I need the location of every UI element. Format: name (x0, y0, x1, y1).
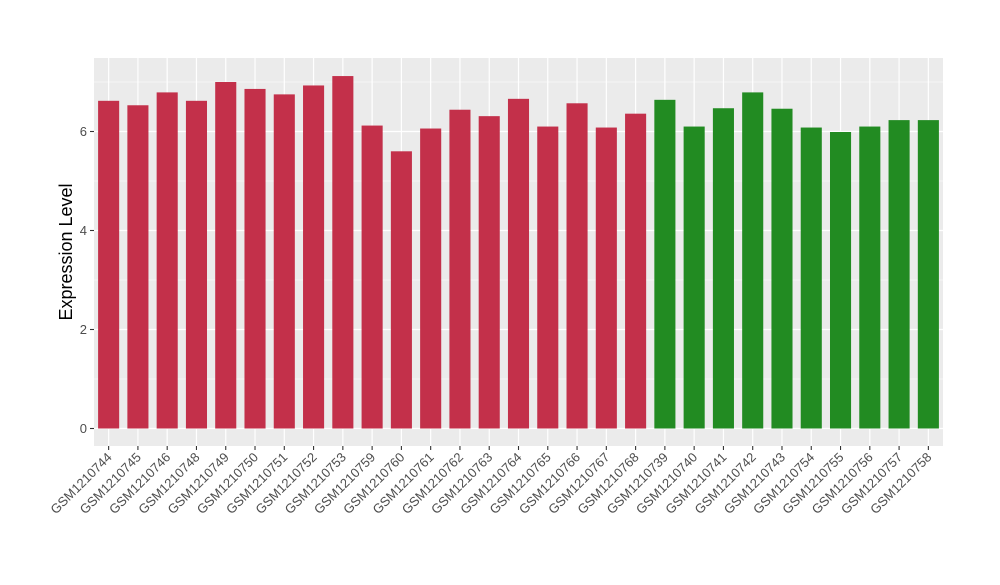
bar-GSM1210754 (800, 127, 822, 429)
bar-GSM1210742 (742, 92, 764, 429)
bar-GSM1210759 (361, 125, 383, 429)
bar-GSM1210757 (888, 120, 910, 429)
y-tick-label: 2 (80, 322, 87, 337)
bar-GSM1210748 (185, 100, 208, 429)
bar-GSM1210753 (332, 76, 354, 429)
bar-GSM1210749 (215, 82, 237, 429)
bar-GSM1210766 (566, 103, 588, 429)
bar-GSM1210767 (595, 127, 617, 429)
bar-GSM1210768 (625, 113, 647, 429)
y-axis-title: Expression Level (56, 183, 76, 320)
bar-GSM1210765 (537, 126, 559, 429)
bar-GSM1210743 (771, 108, 793, 429)
bar-GSM1210745 (127, 105, 149, 429)
bar-GSM1210739 (654, 99, 676, 429)
bar-GSM1210751 (273, 94, 295, 429)
bar-GSM1210762 (449, 109, 471, 429)
bar-GSM1210740 (683, 126, 705, 429)
y-tick-label: 4 (80, 223, 87, 238)
bar-GSM1210750 (244, 88, 266, 429)
y-tick-label: 6 (80, 124, 87, 139)
bar-GSM1210755 (829, 131, 852, 429)
y-axis: 0 2 4 6 (80, 124, 94, 436)
bars (98, 76, 939, 429)
bar-GSM1210744 (98, 100, 120, 429)
bar-GSM1210741 (712, 108, 734, 429)
bar-GSM1210756 (859, 126, 881, 429)
bar-GSM1210763 (478, 116, 500, 429)
bar-GSM1210746 (156, 92, 178, 429)
bar-GSM1210760 (390, 151, 412, 429)
bar-GSM1210761 (420, 128, 442, 429)
bar-GSM1210764 (507, 98, 530, 429)
bar-GSM1210758 (917, 120, 939, 429)
bar-GSM1210752 (303, 85, 325, 429)
y-tick-label: 0 (80, 421, 87, 436)
